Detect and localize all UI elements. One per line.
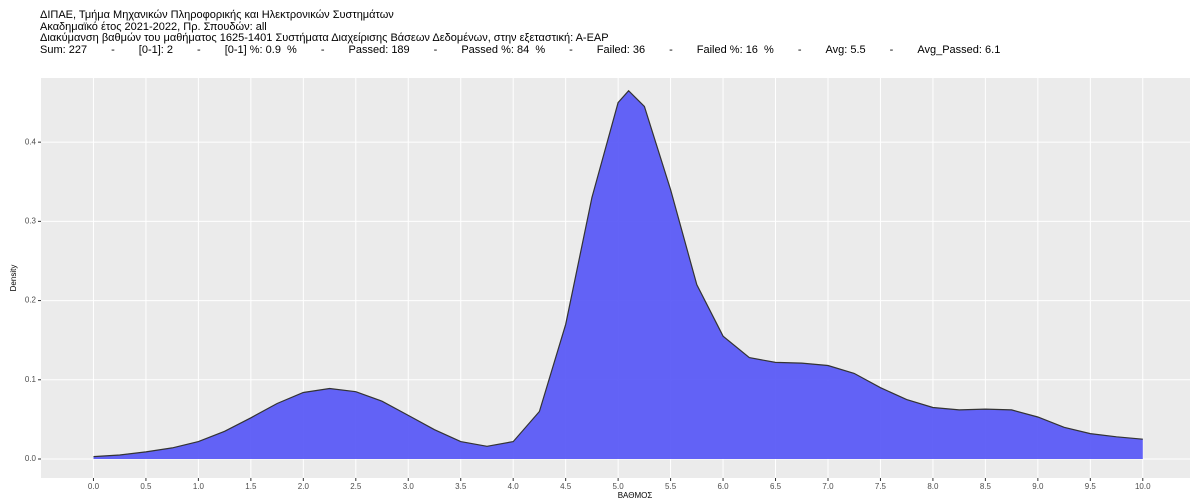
y-tick-label: 0.3 <box>25 216 37 225</box>
stat: - <box>111 43 115 56</box>
stat: Passed %: 84 % <box>461 43 546 56</box>
x-tick-label: 0.0 <box>88 482 100 491</box>
x-tick-label: 3.0 <box>403 482 415 491</box>
x-tick-label: 8.5 <box>980 482 992 491</box>
stat: - <box>569 43 573 56</box>
y-tick-label: 0.4 <box>25 137 37 146</box>
x-tick-label: 3.5 <box>455 482 467 491</box>
x-tick-label: 7.0 <box>822 482 834 491</box>
header: ΔΙΠΑΕ, Τμήμα Μηχανικών Πληροφορικής και … <box>40 9 1024 57</box>
y-tick-label: 0.0 <box>25 454 37 463</box>
stat: - <box>197 43 201 56</box>
stat: Avg_Passed: 6.1 <box>917 43 1001 56</box>
stat: - <box>320 43 325 56</box>
x-tick-label: 4.0 <box>508 482 520 491</box>
x-tick-label: 4.5 <box>560 482 572 491</box>
stat: - <box>797 43 802 56</box>
y-axis-title: Density <box>9 265 18 292</box>
stat: Failed: 36 <box>596 43 646 56</box>
x-tick-label: 9.0 <box>1032 482 1044 491</box>
stat: - <box>669 43 673 56</box>
stat: Passed: 189 <box>348 43 410 56</box>
stat: Failed %: 16 % <box>696 43 774 56</box>
x-tick-label: 2.0 <box>298 482 310 491</box>
x-tick-label: 5.0 <box>613 482 625 491</box>
x-tick-label: 1.0 <box>193 482 205 491</box>
x-tick-label: 7.5 <box>875 482 887 491</box>
density-area <box>93 90 1143 459</box>
header-line: Διακύμανση βαθμών του μαθήματος 1625-140… <box>40 32 609 44</box>
x-tick-label: 2.5 <box>350 482 362 491</box>
y-tick-label: 0.1 <box>25 375 37 384</box>
stat: - <box>433 43 438 56</box>
x-tick-label: 1.5 <box>245 482 257 491</box>
x-tick-label: 6.0 <box>717 482 729 491</box>
header-line: ΔΙΠΑΕ, Τμήμα Μηχανικών Πληροφορικής και … <box>40 9 394 21</box>
x-tick-label: 8.0 <box>927 482 939 491</box>
stat: - <box>889 43 894 56</box>
header-line: Ακαδημαϊκό έτος 2021-2022, Πρ. Σπουδών: … <box>40 20 267 33</box>
y-tick-label: 0.2 <box>25 296 37 305</box>
x-tick-label: 0.5 <box>140 482 152 491</box>
stat: [0-1]: 2 <box>138 43 174 56</box>
stat: [0-1] %: 0.9 % <box>224 43 297 56</box>
x-tick-label: 6.5 <box>770 482 782 491</box>
stat: Sum: 227 <box>40 43 88 56</box>
density-line <box>93 89 1143 458</box>
x-axis-title: ΒΑΘΜΟΣ <box>618 491 653 500</box>
x-tick-label: 5.5 <box>665 482 677 491</box>
stat: Avg: 5.5 <box>825 43 866 56</box>
x-tick-label: 10.0 <box>1135 482 1151 491</box>
x-tick-label: 9.5 <box>1085 482 1097 491</box>
stats-line: Sum: 227 - [0-1]: 2 - [0-1] %: 0.9 % - Passed:… <box>40 43 1024 57</box>
